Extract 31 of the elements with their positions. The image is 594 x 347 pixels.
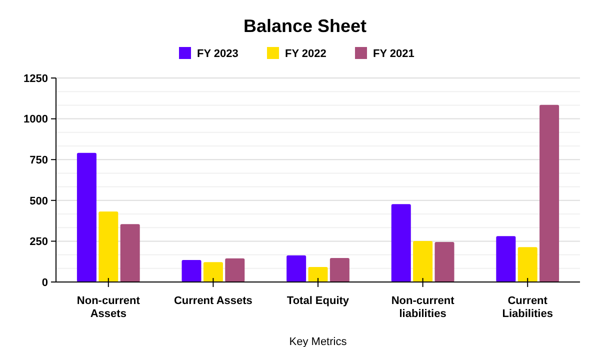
y-tick-label: 1000 [24, 114, 48, 126]
bar [540, 104, 560, 282]
bar [330, 258, 350, 282]
bar [308, 266, 328, 282]
bar [434, 242, 454, 282]
bar [76, 152, 96, 282]
legend-label: FY 2022 [285, 48, 326, 60]
bar [518, 247, 538, 282]
bar [225, 258, 245, 282]
y-tick-label: 500 [30, 195, 48, 208]
legend-label: FY 2023 [197, 48, 238, 60]
x-tick-label: Total Equity [286, 295, 350, 307]
bar [286, 255, 306, 282]
bar [496, 236, 516, 282]
x-axis-title: Key Metrics [289, 336, 348, 347]
bar [98, 212, 118, 282]
x-tick-label: Non-current Assets [76, 295, 140, 320]
x-tick-label: Current Assets [174, 295, 252, 307]
chart-title: Balance Sheet [243, 16, 367, 36]
y-tick-label: 1250 [24, 72, 48, 85]
bar [391, 204, 411, 282]
y-tick-label: 750 [30, 154, 48, 166]
bar [182, 260, 202, 282]
bar [203, 262, 223, 282]
legend-label: FY 2021 [373, 48, 414, 60]
x-tick-label: Current Liabilities [502, 295, 553, 320]
bar [413, 241, 433, 282]
bar [120, 224, 140, 282]
x-tick-label: Non-current liabilities [391, 295, 455, 320]
y-tick-label: 250 [30, 236, 48, 248]
y-tick-label: 0 [42, 276, 48, 289]
